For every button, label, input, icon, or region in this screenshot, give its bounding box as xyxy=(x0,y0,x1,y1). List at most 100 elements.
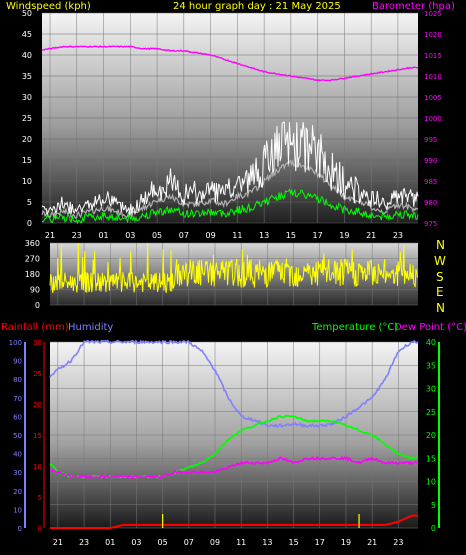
temperature-tick-label: 30 xyxy=(426,385,436,394)
direction-tick-label: 180 xyxy=(25,270,40,279)
barometer-tick-label: 980 xyxy=(424,199,437,207)
temperature-tick-label: 35 xyxy=(426,361,436,370)
barometer-tick-label: 985 xyxy=(424,178,437,186)
temp-x-axis: 21 23 01 03 05 07 09 11 13 15 17 19 21 23 xyxy=(53,538,404,547)
wind-x-tick-label: 21 xyxy=(366,231,376,240)
rainfall-tick-label: 15 xyxy=(33,432,42,440)
windspeed-axis: 0 5 10 15 20 25 30 35 40 45 50 xyxy=(22,9,32,228)
windspeed-tick-label: 0 xyxy=(27,219,32,228)
wind-x-tick-label: 05 xyxy=(152,231,162,240)
direction-tick-label: 0 xyxy=(35,301,40,310)
wind-direction-line xyxy=(49,242,419,293)
wind-speed-line xyxy=(41,121,419,216)
wind-x-tick-label: 09 xyxy=(206,231,216,240)
humidity-line xyxy=(49,339,419,428)
temperature-tick-label: 20 xyxy=(426,431,436,440)
temp-x-tick-label: 09 xyxy=(210,538,220,547)
barometer-tick-label: 1005 xyxy=(424,94,442,102)
wind-x-tick-label: 23 xyxy=(72,231,82,240)
windspeed-tick-label: 45 xyxy=(22,30,32,39)
humidity-tick-label: 40 xyxy=(13,451,22,459)
wind-x-tick-label: 15 xyxy=(286,231,296,240)
wind-x-tick-label: 21 xyxy=(45,231,55,240)
barometer-tick-label: 1000 xyxy=(424,115,442,123)
temp-series xyxy=(49,339,419,529)
temperature-tick-label: 5 xyxy=(431,501,436,510)
humidity-tick-label: 80 xyxy=(13,376,22,384)
chart-title: 24 hour graph day : 21 May 2025 xyxy=(173,1,341,12)
rainfall-line xyxy=(50,514,418,529)
wind-grid xyxy=(42,12,418,224)
humidity-tick-label: 0 xyxy=(18,525,22,533)
barometer-tick-label: 1010 xyxy=(424,73,442,81)
windspeed-tick-label: 20 xyxy=(22,135,32,144)
temp-x-tick-label: 19 xyxy=(341,538,351,547)
temp-grid xyxy=(50,341,418,529)
direction-tick-label: 360 xyxy=(25,239,40,248)
rainfall-tick-label: 20 xyxy=(33,401,42,409)
temperature-axis-title: Temperature (°C) xyxy=(311,322,398,333)
wind-x-tick-label: 11 xyxy=(232,231,242,240)
dewpoint-axis-title: Dew Point (°C) xyxy=(394,322,466,333)
wind-series xyxy=(41,45,419,225)
barometer-tick-label: 990 xyxy=(424,157,437,165)
windspeed-tick-label: 35 xyxy=(22,72,32,81)
humidity-tick-label: 70 xyxy=(13,395,22,403)
windspeed-axis-title: Windspeed (kph) xyxy=(6,1,91,12)
wind-avg-line xyxy=(41,158,419,219)
windspeed-tick-label: 30 xyxy=(22,93,32,102)
compass-w: W xyxy=(434,254,446,268)
barometer-tick-label: 1015 xyxy=(424,52,442,60)
windspeed-tick-label: 50 xyxy=(22,9,32,18)
temperature-tick-label: 10 xyxy=(426,478,436,487)
temperature-tick-label: 15 xyxy=(426,454,436,463)
wind-x-tick-label: 19 xyxy=(339,231,349,240)
temperature-tick-label: 25 xyxy=(426,408,436,417)
temperature-tick-label: 40 xyxy=(426,338,436,347)
rainfall-tick-label: 10 xyxy=(33,463,42,471)
temperature-axis: 0 5 10 15 20 25 30 35 40 xyxy=(426,338,440,533)
wind-gust-line xyxy=(41,188,419,225)
windspeed-tick-label: 10 xyxy=(22,177,32,186)
rainfall-tick-label: 25 xyxy=(33,370,42,378)
humidity-tick-label: 50 xyxy=(13,432,22,440)
compass-n-bottom: N xyxy=(436,301,445,315)
temp-x-tick-label: 01 xyxy=(105,538,115,547)
wind-x-tick-label: 01 xyxy=(98,231,108,240)
barometer-line xyxy=(41,45,419,82)
barometer-axis: 975 980 985 990 995 1000 1005 1010 1015 1020 1025 xyxy=(424,10,442,228)
barometer-tick-label: 995 xyxy=(424,136,437,144)
wind-x-tick-label: 23 xyxy=(393,231,403,240)
temp-x-tick-label: 13 xyxy=(262,538,272,547)
windspeed-tick-label: 40 xyxy=(22,51,32,60)
wind-x-tick-label: 03 xyxy=(125,231,135,240)
temp-x-tick-label: 15 xyxy=(288,538,298,547)
temp-x-tick-label: 21 xyxy=(53,538,63,547)
direction-axis: 0 90 180 270 360 xyxy=(25,239,40,310)
barometer-tick-label: 1025 xyxy=(424,10,442,18)
temp-x-tick-label: 21 xyxy=(367,538,377,547)
humidity-tick-label: 20 xyxy=(13,488,22,496)
humidity-rain-axes: 0 10 20 30 40 50 60 70 80 90 100 0 5 10 15 20 25 30 xyxy=(9,339,45,533)
humidity-tick-label: 60 xyxy=(13,413,22,421)
rainfall-axis-title: Rainfall (mm) xyxy=(1,322,69,333)
temp-x-tick-label: 05 xyxy=(158,538,168,547)
barometer-tick-label: 975 xyxy=(424,220,437,228)
direction-tick-label: 90 xyxy=(30,286,40,295)
barometer-tick-label: 1020 xyxy=(424,31,442,39)
direction-grid xyxy=(50,242,418,306)
direction-tick-label: 270 xyxy=(25,255,40,264)
temp-x-tick-label: 03 xyxy=(131,538,141,547)
wind-x-tick-label: 13 xyxy=(259,231,269,240)
humidity-tick-label: 10 xyxy=(13,506,22,514)
windspeed-tick-label: 25 xyxy=(22,114,32,123)
humidity-tick-label: 30 xyxy=(13,469,22,477)
rainfall-tick-label: 30 xyxy=(33,339,42,347)
rainfall-tick-label: 0 xyxy=(38,525,42,533)
windspeed-tick-label: 5 xyxy=(27,198,32,207)
compass-s: S xyxy=(436,270,444,284)
temp-x-tick-label: 23 xyxy=(393,538,403,547)
direction-series xyxy=(49,242,419,293)
wind-x-tick-label: 07 xyxy=(179,231,189,240)
